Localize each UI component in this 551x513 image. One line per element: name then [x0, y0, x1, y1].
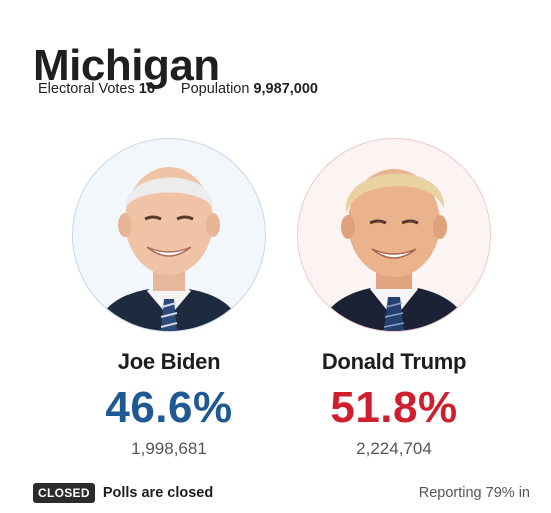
candidate-card-trump: Donald Trump 51.8% 2,224,704	[296, 138, 492, 460]
candidate-votes: 1,998,681	[131, 439, 207, 458]
portrait-photo-icon	[318, 169, 470, 331]
candidate-name: Donald Trump	[321, 349, 467, 374]
electoral-votes: Electoral Votes 16	[38, 79, 155, 99]
poll-status: CLOSED Polls are closed	[33, 483, 213, 503]
electoral-votes-value: 16	[138, 81, 155, 97]
electoral-votes-label: Electoral Votes	[38, 81, 135, 97]
population: Population 9,987,000	[181, 79, 318, 99]
page-title: Michigan	[33, 41, 220, 91]
status-badge: CLOSED	[33, 483, 95, 503]
candidate-portrait-trump	[297, 138, 491, 332]
population-value: 9,987,000	[253, 81, 318, 97]
candidate-votes: 2,224,704	[356, 439, 432, 458]
results-footer: CLOSED Polls are closed Reporting 79% in	[33, 483, 530, 503]
candidate-percent: 51.8%	[330, 383, 458, 432]
candidate-card-biden: Joe Biden 46.6% 1,998,681	[71, 138, 267, 460]
poll-status-text: Polls are closed	[102, 485, 214, 501]
portrait-photo-icon	[95, 167, 243, 331]
reporting-status: Reporting 79% in	[418, 485, 530, 501]
candidate-percent: 46.6%	[105, 383, 233, 432]
state-meta: Electoral Votes 16 Population 9,987,000	[38, 79, 318, 99]
candidate-name: Joe Biden	[117, 349, 221, 374]
population-label: Population	[180, 81, 250, 97]
candidate-portrait-biden	[72, 138, 266, 332]
